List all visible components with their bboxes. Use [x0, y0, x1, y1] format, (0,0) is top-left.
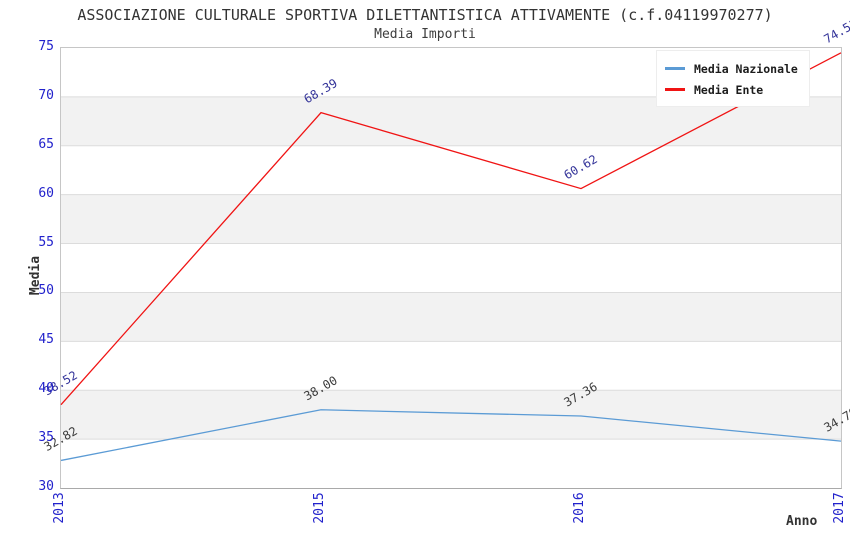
legend-label: Media Ente — [694, 82, 764, 97]
legend-item: Media Nazionale — [665, 58, 801, 79]
x-tick-label: 2016 — [572, 492, 587, 524]
x-tick-label: 2013 — [52, 492, 67, 524]
y-tick-label: 70 — [38, 87, 54, 103]
series-line — [60, 52, 842, 406]
plot-area: 32.82 38.00 37.36 34.79 38.52 68.39 60.62 74.51 — [42, 16, 850, 489]
legend-item: Media Ente — [665, 79, 801, 100]
y-tick-label: 45 — [38, 332, 54, 348]
y-tick-label: 30 — [38, 479, 54, 494]
y-tick-label: 55 — [38, 234, 54, 250]
y-tick-label: 65 — [38, 136, 54, 152]
band-stripe — [61, 292, 841, 342]
legend-swatch — [665, 88, 685, 91]
x-tick-label: 2015 — [312, 492, 327, 524]
legend-swatch — [665, 67, 685, 70]
point-label: 60.62 — [562, 152, 600, 182]
x-tick-label: 2017 — [832, 492, 847, 524]
y-tick-label: 75 — [38, 39, 54, 54]
band-stripe — [61, 194, 841, 244]
y-tick-label: 35 — [38, 430, 54, 446]
series-line — [60, 409, 842, 462]
band-stripe — [61, 390, 841, 440]
chart-subtitle: Media Importi — [374, 27, 476, 42]
legend: Media Nazionale Media Ente — [656, 50, 810, 107]
chart-title: ASSOCIAZIONE CULTURALE SPORTIVA DILETTAN… — [77, 6, 773, 24]
legend-label: Media Nazionale — [694, 61, 798, 76]
y-tick-label: 40 — [38, 381, 54, 397]
y-tick-label: 60 — [38, 185, 54, 201]
x-axis-label: Anno — [786, 514, 818, 529]
y-tick-label: 50 — [38, 283, 54, 299]
